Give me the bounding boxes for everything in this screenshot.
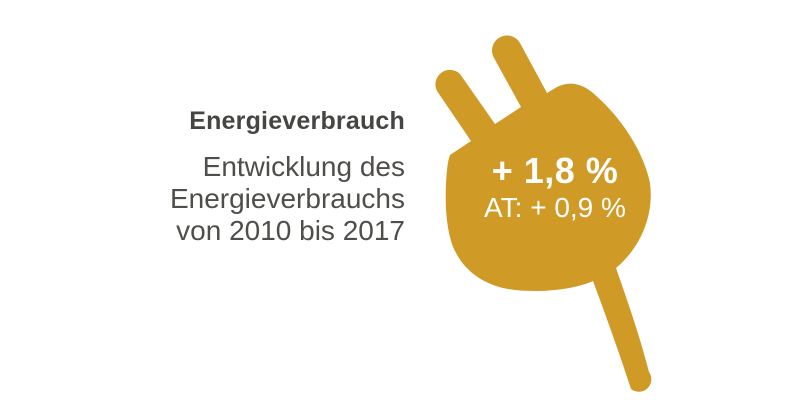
stat-secondary-value: AT: + 0,9 % bbox=[484, 192, 626, 223]
stat-overlay: + 1,8 % AT: + 0,9 % bbox=[455, 151, 655, 224]
stat-primary-value: + 1,8 % bbox=[491, 150, 619, 191]
description-line-2: Energieverbrauchs bbox=[169, 183, 405, 214]
page-title: Energieverbrauch bbox=[189, 107, 405, 135]
description-line-1: Entwicklung des bbox=[202, 151, 405, 182]
description: Entwicklung des Energieverbrauchs von 20… bbox=[105, 151, 405, 247]
description-line-3: von 2010 bis 2017 bbox=[176, 215, 405, 246]
info-panel: Energieverbrauch Entwicklung des Energie… bbox=[105, 107, 405, 247]
power-plug-silhouette bbox=[435, 35, 652, 392]
